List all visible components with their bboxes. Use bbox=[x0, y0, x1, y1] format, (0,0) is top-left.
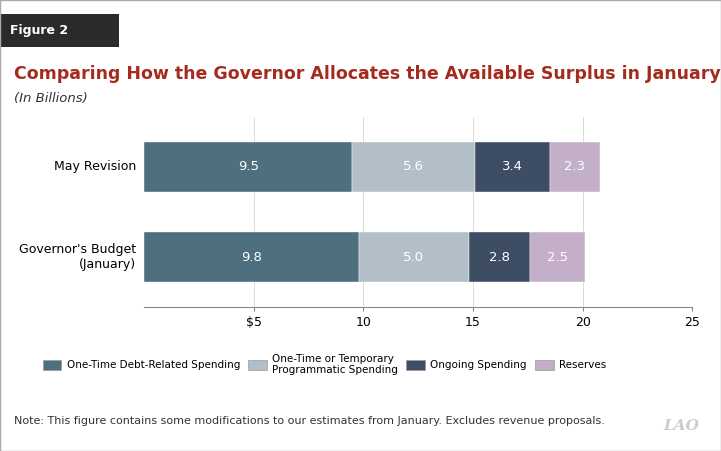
Bar bbox=[359, 232, 469, 282]
Bar bbox=[475, 142, 549, 192]
Text: 9.8: 9.8 bbox=[241, 251, 262, 263]
Bar bbox=[353, 142, 475, 192]
Text: Comparing How the Governor Allocates the Available Surplus in January and May: Comparing How the Governor Allocates the… bbox=[14, 65, 721, 83]
Bar bbox=[144, 142, 353, 192]
Legend: One-Time Debt-Related Spending, One-Time or Temporary
Programmatic Spending, Ong: One-Time Debt-Related Spending, One-Time… bbox=[43, 354, 606, 375]
Text: 9.5: 9.5 bbox=[238, 161, 259, 173]
Bar bbox=[469, 232, 530, 282]
Text: 2.5: 2.5 bbox=[547, 251, 568, 263]
Text: (In Billions): (In Billions) bbox=[14, 92, 88, 106]
Bar bbox=[144, 232, 359, 282]
Text: Figure 2: Figure 2 bbox=[9, 24, 68, 37]
Bar bbox=[530, 232, 585, 282]
Text: Note: This figure contains some modifications to our estimates from January. Exc: Note: This figure contains some modifica… bbox=[14, 416, 606, 426]
Text: 5.6: 5.6 bbox=[403, 161, 424, 173]
Text: 2.8: 2.8 bbox=[489, 251, 510, 263]
Bar bbox=[549, 142, 600, 192]
Text: 5.0: 5.0 bbox=[403, 251, 424, 263]
Text: 3.4: 3.4 bbox=[502, 161, 523, 173]
Text: 2.3: 2.3 bbox=[565, 161, 585, 173]
Text: LAO: LAO bbox=[663, 419, 699, 433]
